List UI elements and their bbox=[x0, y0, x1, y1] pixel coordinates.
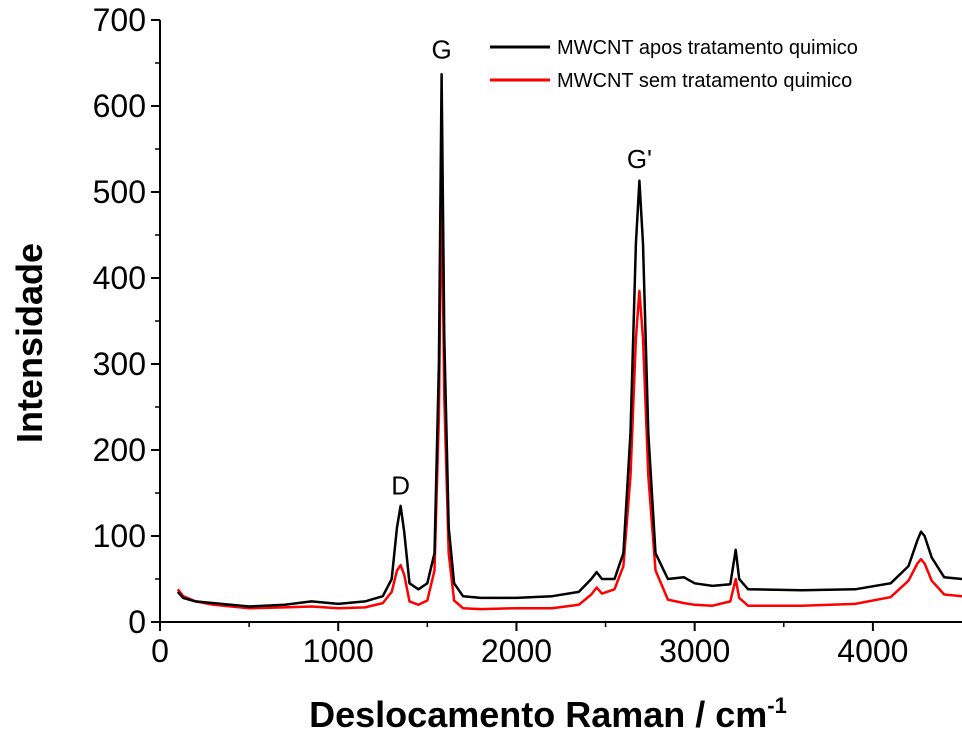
peak-label: G bbox=[431, 35, 451, 65]
series-layer bbox=[176, 72, 962, 611]
x-axis-title: Deslocamento Raman / cm-1 bbox=[309, 693, 787, 731]
peak-label: G' bbox=[627, 144, 652, 174]
x-tick-label: 1000 bbox=[303, 633, 374, 669]
peak-label: D bbox=[391, 471, 410, 501]
x-tick-label: 0 bbox=[151, 633, 169, 669]
y-tick-label: 0 bbox=[128, 604, 146, 640]
y-tick-label: 500 bbox=[93, 174, 146, 210]
x-tick-label: 3000 bbox=[659, 633, 730, 669]
ticks-layer: 0 100 200 300 400 500 600 700 0 1000 2000 3000 4000 bbox=[93, 2, 909, 669]
y-tick-label: 400 bbox=[93, 260, 146, 296]
y-tick-label: 100 bbox=[93, 518, 146, 554]
x-axis-title-text: Deslocamento Raman / cm bbox=[309, 694, 767, 731]
legend-label: MWCNT apos tratamento quimico bbox=[557, 37, 858, 59]
x-axis-title-superscript: -1 bbox=[767, 693, 787, 718]
y-tick-label: 300 bbox=[93, 346, 146, 382]
annotations-layer: D G G' bbox=[391, 35, 652, 501]
plot-area bbox=[159, 20, 962, 623]
series-line bbox=[176, 175, 962, 611]
series-group bbox=[176, 72, 962, 611]
y-tick-label: 200 bbox=[93, 432, 146, 468]
legend-label: MWCNT sem tratamento quimico bbox=[557, 70, 852, 92]
legend: MWCNT apos tratamento quimico MWCNT sem t… bbox=[490, 37, 858, 92]
x-tick-label: 2000 bbox=[481, 633, 552, 669]
x-tick-label: 4000 bbox=[837, 633, 908, 669]
y-axis-title: Intensidade bbox=[9, 243, 50, 443]
y-tick-label: 700 bbox=[93, 2, 146, 38]
series-line bbox=[176, 72, 962, 608]
y-tick-label: 600 bbox=[93, 88, 146, 124]
